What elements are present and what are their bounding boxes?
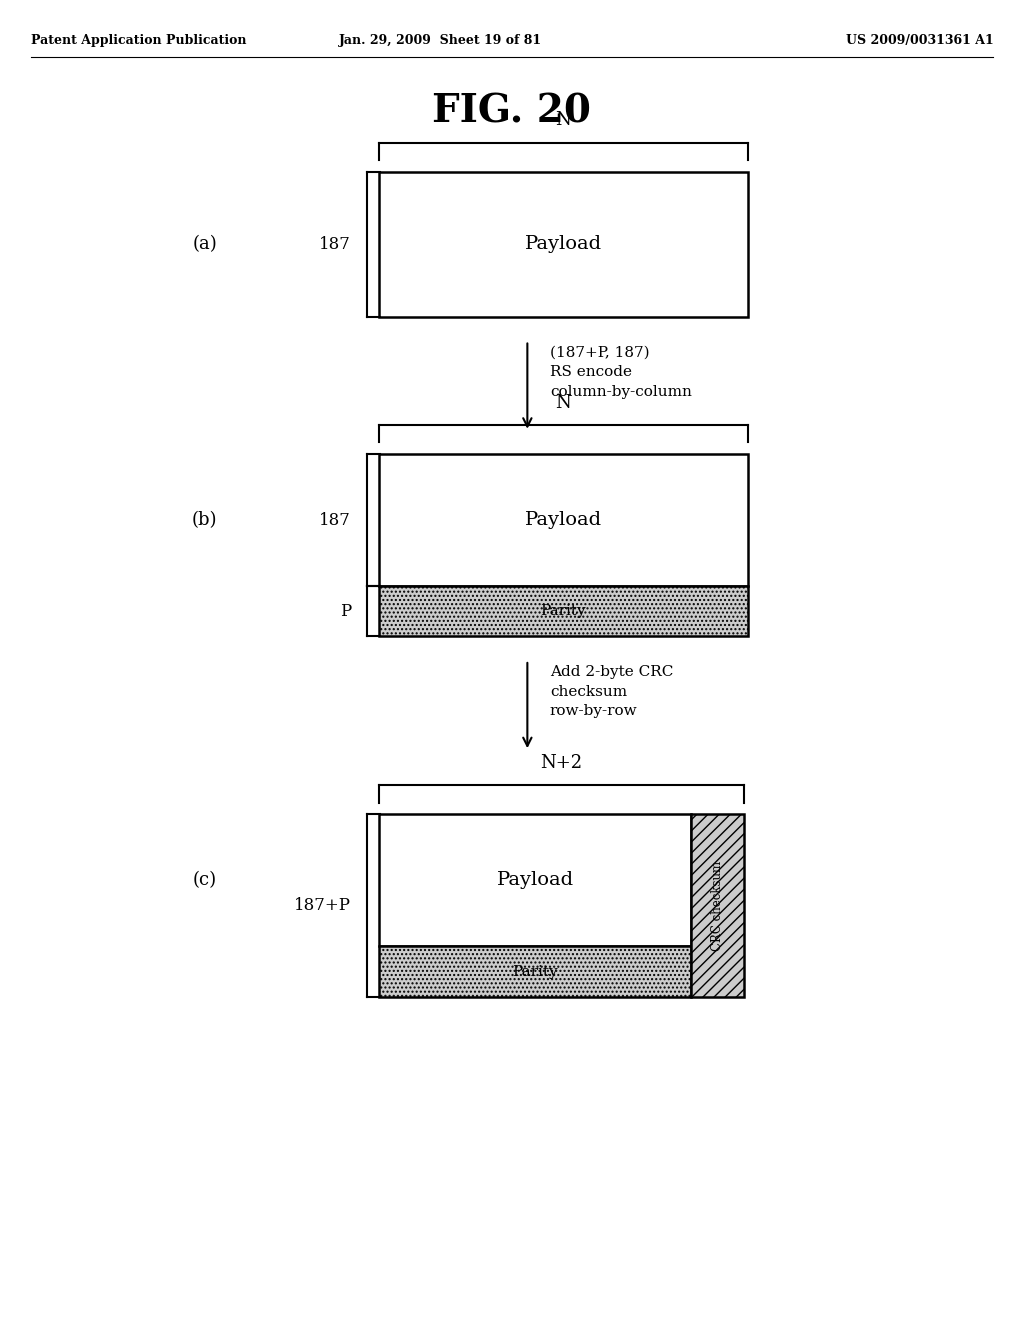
Text: 187: 187 [319, 236, 351, 252]
Text: Add 2-byte CRC
checksum
row-by-row: Add 2-byte CRC checksum row-by-row [550, 665, 673, 718]
Text: N: N [555, 393, 571, 412]
Bar [379, 586, 748, 636]
Text: Parity: Parity [512, 965, 558, 978]
Bar [379, 814, 691, 946]
Text: (c): (c) [193, 871, 217, 890]
Text: Patent Application Publication: Patent Application Publication [31, 34, 246, 48]
Text: P: P [340, 603, 351, 619]
Text: Jan. 29, 2009  Sheet 19 of 81: Jan. 29, 2009 Sheet 19 of 81 [339, 34, 542, 48]
Text: CRC checksum: CRC checksum [712, 861, 724, 950]
Text: N+2: N+2 [541, 754, 583, 772]
Bar [379, 946, 691, 997]
Bar [379, 454, 748, 586]
Text: Payload: Payload [524, 511, 602, 529]
Text: US 2009/0031361 A1: US 2009/0031361 A1 [846, 34, 993, 48]
Text: (187+P, 187)
RS encode
column-by-column: (187+P, 187) RS encode column-by-column [550, 346, 692, 399]
Text: Payload: Payload [497, 871, 573, 890]
Text: 187+P: 187+P [294, 898, 351, 913]
Text: FIG. 20: FIG. 20 [432, 92, 592, 131]
Text: Parity: Parity [541, 605, 586, 618]
Bar [691, 814, 744, 997]
Text: (a): (a) [193, 235, 217, 253]
Text: (b): (b) [193, 511, 217, 529]
Text: Payload: Payload [524, 235, 602, 253]
Text: N: N [555, 111, 571, 129]
Text: 187: 187 [319, 512, 351, 528]
Bar [379, 172, 748, 317]
